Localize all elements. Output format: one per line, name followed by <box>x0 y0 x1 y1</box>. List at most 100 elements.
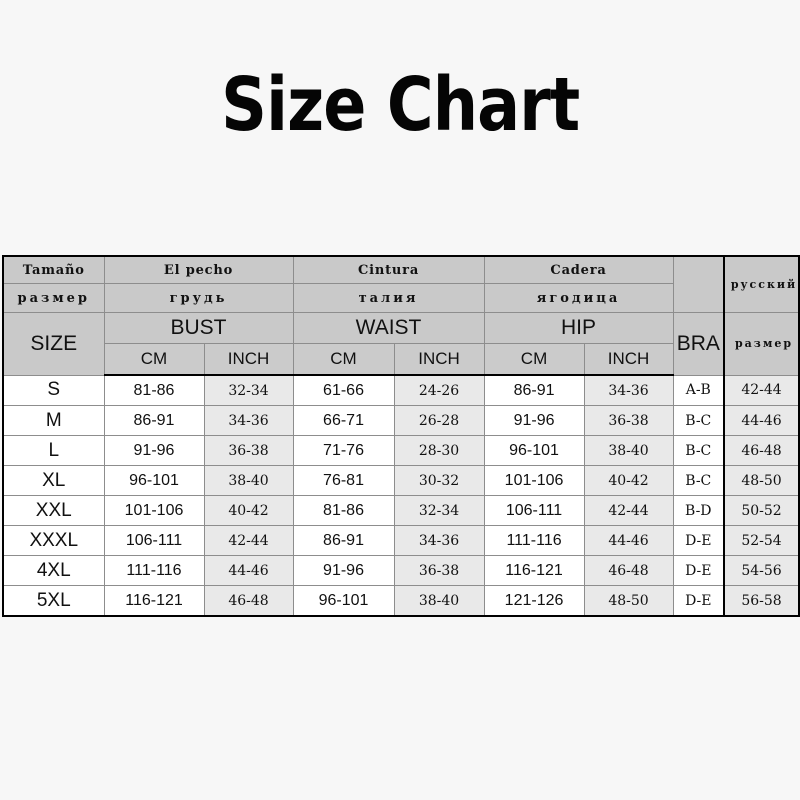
size-chart-table-wrapper: Tamaño El pecho Cintura Cadera русский р… <box>2 255 800 617</box>
cell-hip-inch: 42-44 <box>583 495 674 526</box>
table-row: XXL 101-106 40-42 81-86 32-34 106-111 42… <box>2 495 800 526</box>
cell-waist-inch: 34-36 <box>393 525 485 556</box>
cell-bust-inch: 32-34 <box>203 374 294 406</box>
header-russian-bust: грудь <box>103 283 294 313</box>
cell-russian-size: 42-44 <box>723 374 800 406</box>
table-row: 4XL 111-116 44-46 91-96 36-38 116-121 46… <box>2 555 800 586</box>
header-russian-size: размер <box>2 283 105 313</box>
table-row: M 86-91 34-36 66-71 26-28 91-96 36-38 B-… <box>2 405 800 436</box>
header-spanish-hip: Cadera <box>483 255 674 284</box>
cell-bust-inch: 42-44 <box>203 525 294 556</box>
header-bra-spacer <box>672 255 725 313</box>
table-row: S 81-86 32-34 61-66 24-26 86-91 34-36 A-… <box>2 374 800 406</box>
header-bust-cm: CM <box>103 343 205 376</box>
cell-waist-cm: 71-76 <box>292 435 395 466</box>
header-bra: BRA <box>672 312 725 376</box>
cell-waist-inch: 36-38 <box>393 555 485 586</box>
cell-waist-cm: 66-71 <box>292 405 395 436</box>
cell-bust-inch: 40-42 <box>203 495 294 526</box>
cell-bust-cm: 101-106 <box>103 495 205 526</box>
cell-bra: B-C <box>672 405 725 436</box>
cell-bra: D-E <box>672 585 725 617</box>
header-russian-waist: талия <box>292 283 485 313</box>
cell-waist-cm: 76-81 <box>292 465 395 496</box>
cell-waist-inch: 28-30 <box>393 435 485 466</box>
header-russian-size-label: размер <box>723 312 800 376</box>
cell-bra: B-C <box>672 435 725 466</box>
cell-bust-cm: 86-91 <box>103 405 205 436</box>
cell-hip-inch: 40-42 <box>583 465 674 496</box>
header-row-spanish: Tamaño El pecho Cintura Cadera русский <box>2 255 800 313</box>
cell-hip-inch: 46-48 <box>583 555 674 586</box>
cell-russian-size: 50-52 <box>723 495 800 526</box>
cell-bust-inch: 46-48 <box>203 585 294 617</box>
cell-bust-cm: 111-116 <box>103 555 205 586</box>
cell-size: 4XL <box>2 555 105 586</box>
table-row: XXXL 106-111 42-44 86-91 34-36 111-116 4… <box>2 525 800 556</box>
cell-bust-inch: 36-38 <box>203 435 294 466</box>
cell-size: XL <box>2 465 105 496</box>
table-row: XL 96-101 38-40 76-81 30-32 101-106 40-4… <box>2 465 800 496</box>
cell-bra: D-E <box>672 525 725 556</box>
cell-bust-inch: 38-40 <box>203 465 294 496</box>
header-spanish-bust: El pecho <box>103 255 294 284</box>
cell-waist-cm: 96-101 <box>292 585 395 617</box>
header-row-english-groups: SIZE BUST WAIST HIP BRA размер <box>2 312 800 376</box>
header-waist: WAIST <box>292 312 485 344</box>
table-row: 5XL 116-121 46-48 96-101 38-40 121-126 4… <box>2 585 800 617</box>
cell-bust-cm: 81-86 <box>103 374 205 406</box>
cell-waist-cm: 91-96 <box>292 555 395 586</box>
header-row-russian: размер грудь талия ягодица <box>2 283 799 313</box>
cell-bust-cm: 106-111 <box>103 525 205 556</box>
cell-bust-cm: 96-101 <box>103 465 205 496</box>
cell-bust-cm: 91-96 <box>103 435 205 466</box>
cell-hip-cm: 121-126 <box>483 585 585 617</box>
cell-waist-inch: 38-40 <box>393 585 485 617</box>
cell-waist-inch: 26-28 <box>393 405 485 436</box>
cell-size: L <box>2 435 105 466</box>
cell-size: M <box>2 405 105 436</box>
cell-hip-inch: 48-50 <box>583 585 674 617</box>
cell-waist-cm: 86-91 <box>292 525 395 556</box>
cell-russian-size: 52-54 <box>723 525 800 556</box>
cell-waist-cm: 81-86 <box>292 495 395 526</box>
cell-waist-cm: 61-66 <box>292 374 395 406</box>
header-hip-cm: CM <box>483 343 585 376</box>
cell-russian-size: 44-46 <box>723 405 800 436</box>
header-spanish-waist: Cintura <box>292 255 485 284</box>
cell-hip-inch: 34-36 <box>583 374 674 406</box>
header-hip-inch: INCH <box>583 343 674 376</box>
cell-bra: A-B <box>672 374 725 406</box>
cell-waist-inch: 32-34 <box>393 495 485 526</box>
title-band: Size Chart <box>0 0 800 228</box>
header-russian-label: русский <box>723 255 800 313</box>
cell-hip-cm: 111-116 <box>483 525 585 556</box>
header-waist-inch: INCH <box>393 343 485 376</box>
table-row: L 91-96 36-38 71-76 28-30 96-101 38-40 B… <box>2 435 800 466</box>
header-size: SIZE <box>2 312 105 376</box>
cell-hip-cm: 116-121 <box>483 555 585 586</box>
header-hip: HIP <box>483 312 674 344</box>
header-spanish-size: Tamaño <box>2 255 105 284</box>
cell-hip-inch: 38-40 <box>583 435 674 466</box>
cell-bra: B-D <box>672 495 725 526</box>
cell-russian-size: 56-58 <box>723 585 800 617</box>
cell-size: XXL <box>2 495 105 526</box>
size-chart-table: Tamaño El pecho Cintura Cadera русский р… <box>2 255 800 617</box>
cell-russian-size: 48-50 <box>723 465 800 496</box>
page-title: Size Chart <box>220 62 580 148</box>
cell-waist-inch: 30-32 <box>393 465 485 496</box>
header-bust-inch: INCH <box>203 343 294 376</box>
cell-hip-cm: 86-91 <box>483 374 585 406</box>
cell-hip-cm: 91-96 <box>483 405 585 436</box>
cell-hip-cm: 96-101 <box>483 435 585 466</box>
cell-bra: B-C <box>672 465 725 496</box>
cell-hip-inch: 44-46 <box>583 525 674 556</box>
header-bust: BUST <box>103 312 294 344</box>
cell-hip-cm: 106-111 <box>483 495 585 526</box>
cell-hip-inch: 36-38 <box>583 405 674 436</box>
cell-size: 5XL <box>2 585 105 617</box>
cell-bust-inch: 44-46 <box>203 555 294 586</box>
cell-russian-size: 46-48 <box>723 435 800 466</box>
